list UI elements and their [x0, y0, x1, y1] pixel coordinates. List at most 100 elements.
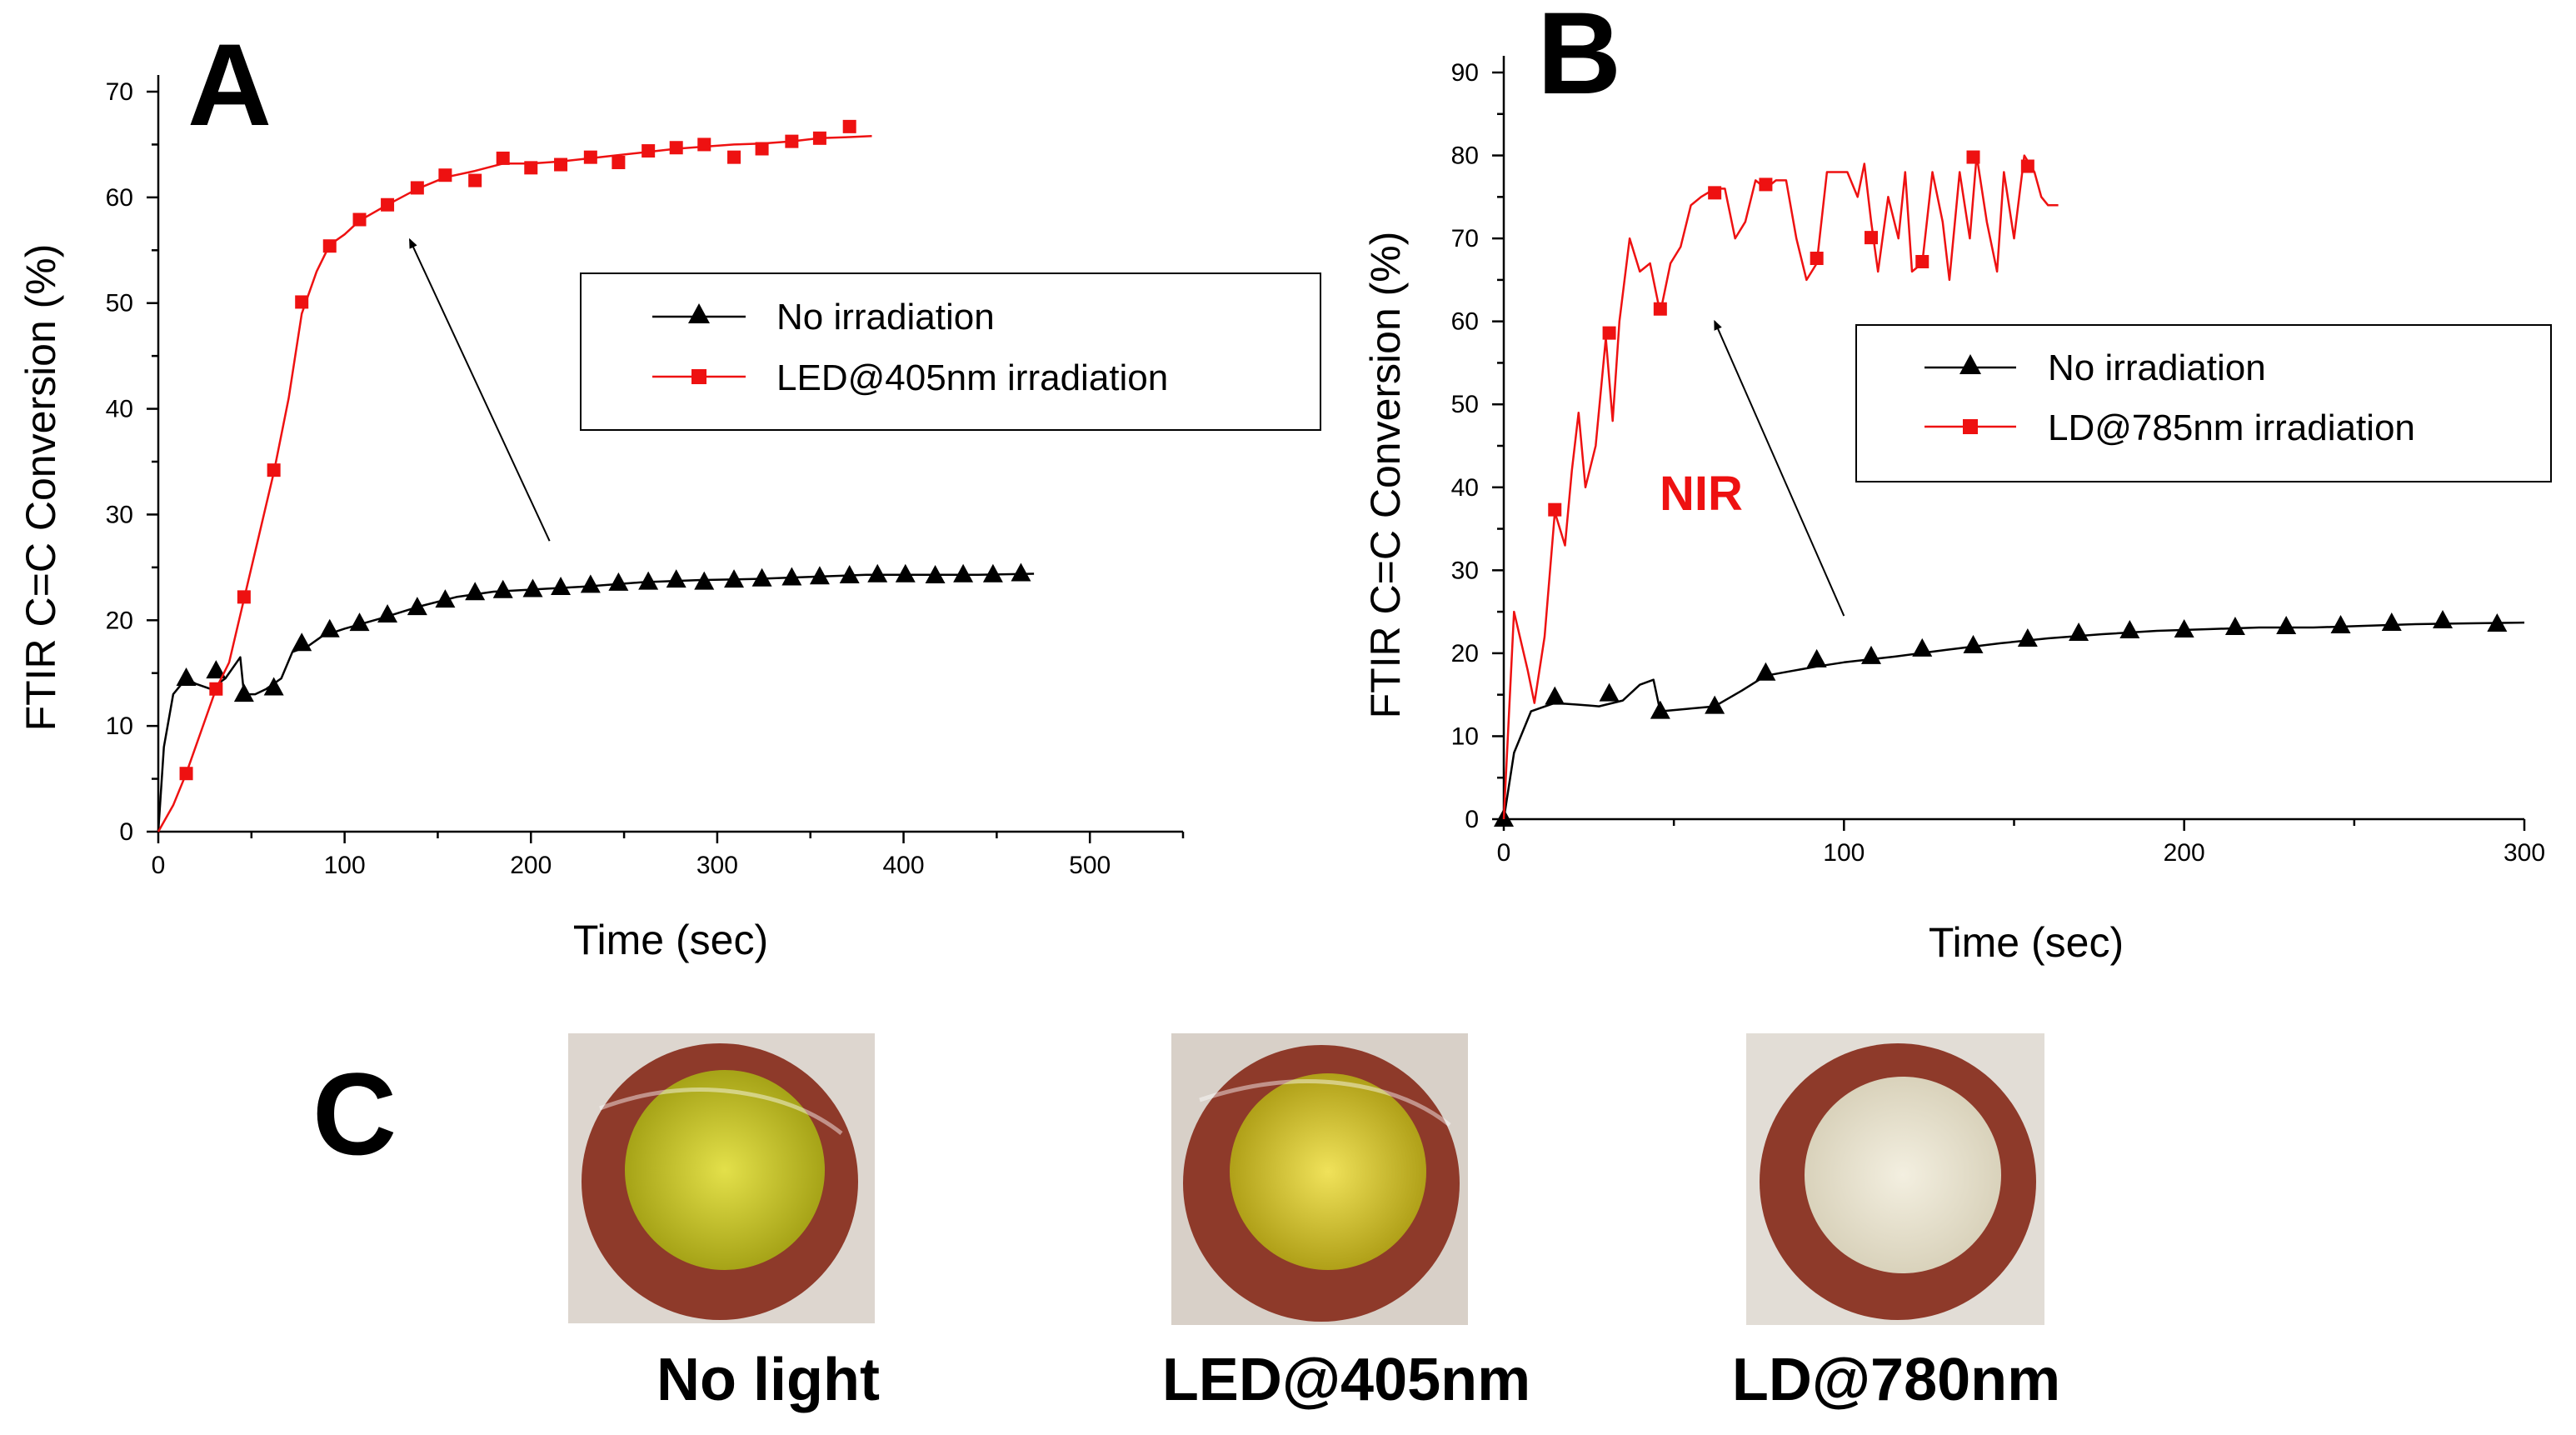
panel-b-series-irradiation-point	[1865, 231, 1878, 245]
panel-b-y-tick-label: 70	[1451, 225, 1479, 252]
panel-a-series-irradiation-point	[727, 150, 741, 164]
panel-a-series-irradiation-point	[697, 138, 711, 152]
panel-a-series-no-irradiation-point	[638, 571, 659, 590]
panel-c: C No light LED@405nm LD@780nm	[312, 1033, 2060, 1413]
panel-b-legend-marker-triangle	[1959, 354, 1981, 374]
panel-a-series-irradiation-point	[755, 142, 769, 156]
panel-b-y-tick-label: 80	[1451, 142, 1479, 170]
panel-a-series-irradiation-point	[842, 119, 856, 133]
panel-a-series-no-irradiation-point	[839, 565, 860, 584]
panel-a-series-no-irradiation-point	[292, 632, 312, 652]
panel-a-series-no-irradiation-point	[176, 668, 197, 687]
panel-b-series-no-irradiation-point	[1755, 662, 1776, 681]
panel-a-series-no-irradiation-point	[809, 566, 830, 585]
panel-b-legend-label-no-irradiation: No irradiation	[2048, 348, 2266, 388]
panel-a-series-irradiation-point	[381, 198, 395, 212]
panel-a-series-no-irradiation-point	[580, 574, 601, 593]
photo-no-light-film-glare	[599, 1088, 843, 1135]
panel-a: A 0 100 200 300 400 500 0 10 20 30 40 50 60 70 Time (…	[17, 19, 1321, 963]
panel-b-series-no-irradiation-point	[2174, 619, 2194, 638]
photo-no-light: No light	[568, 1033, 880, 1413]
panel-a-legend-marker-triangle	[688, 303, 710, 323]
panel-a-series-no-irradiation-point	[751, 568, 772, 587]
panel-a-series-irradiation-point	[209, 682, 223, 696]
panel-b-legend: No irradiation LD@785nm irradiation	[1855, 324, 2552, 482]
panel-a-series-no-irradiation-point	[551, 576, 572, 595]
panel-a-x-tick-label: 400	[883, 852, 925, 879]
panel-b-y-tick-label: 40	[1451, 474, 1479, 502]
panel-b-y-tick-label: 30	[1451, 557, 1479, 584]
panel-a-series-irradiation-point	[612, 155, 626, 169]
panel-a-series-irradiation-point	[468, 173, 482, 188]
panel-b-series-no-irradiation-point	[1806, 648, 1827, 668]
photo-no-light-sample	[625, 1070, 825, 1270]
panel-b-series-irradiation-point	[1759, 178, 1773, 192]
panel-b-series-no-irradiation-point	[2381, 612, 2402, 632]
photo-ld780-caption: LD@780nm	[1732, 1347, 2060, 1413]
panel-a-series-irradiation-point	[352, 212, 367, 227]
panel-a-series-no-irradiation-line	[157, 572, 1035, 832]
panel-b-annotation-arrow	[1714, 319, 1845, 617]
photo-ld780: LD@780nm	[1732, 1033, 2060, 1413]
panel-b-y-tick-label: 90	[1451, 59, 1479, 87]
panel-a-x-tick-label: 300	[696, 852, 738, 879]
panel-b-series-no-irradiation-point	[2330, 615, 2351, 634]
panel-a-series-irradiation-point	[812, 131, 826, 145]
panel-b-y-tick-label: 50	[1451, 391, 1479, 418]
panel-a-series-no-irradiation-point	[867, 563, 888, 582]
panel-a-series-no-irradiation-point	[492, 579, 513, 598]
panel-b-x-tick-label: 0	[1497, 839, 1511, 867]
panel-a-series-no-irradiation-point	[522, 578, 543, 598]
panel-a-y-tick-label: 40	[106, 396, 133, 423]
panel-a-series-no-irradiation-point	[407, 597, 427, 616]
panel-a-legend-label-led405: LED@405nm irradiation	[776, 358, 1168, 398]
photo-ld780-sample	[1805, 1077, 2001, 1273]
panel-b-series-irradiation-line	[1502, 154, 2059, 820]
panel-a-y-axis-title: FTIR C=C Conversion (%)	[17, 244, 64, 732]
panel-a-series-no-irradiation-point	[953, 563, 974, 582]
photo-led405-sample	[1230, 1073, 1426, 1270]
panel-a-legend-box	[580, 272, 1321, 431]
panel-a-series-no-irradiation-point	[435, 589, 456, 608]
panel-a-legend-label-no-irradiation: No irradiation	[776, 297, 995, 338]
panel-b-series-no-irradiation-point	[2017, 628, 2038, 647]
panel-a-series-no-irradiation-point	[925, 565, 946, 584]
panel-a-series-irradiation-point	[295, 295, 309, 309]
panel-a-series-irradiation-point	[179, 767, 193, 781]
panel-b-y-axis-title: FTIR C=C Conversion (%)	[1362, 232, 1409, 719]
panel-b-series-no-irradiation-point	[2069, 622, 2089, 641]
panel-b-series-irradiation-point	[1653, 302, 1667, 316]
panel-b-series-no-irradiation-point	[1650, 700, 1670, 719]
panel-a-annotation-arrow	[409, 238, 551, 542]
panel-a-legend-marker-square	[691, 369, 706, 384]
panel-b-y-tick-label: 60	[1451, 308, 1479, 336]
panel-b-nir-annotation: NIR	[1660, 467, 1743, 521]
panel-b-series-no-irradiation-point	[1599, 682, 1620, 702]
panel-a-series	[157, 119, 1035, 832]
panel-b-series-no-irradiation-point	[1912, 638, 1933, 657]
panel-a-series-irradiation-point	[669, 141, 683, 155]
panel-b-x-tick-label: 300	[2504, 839, 2545, 867]
panel-a-x-tick-label: 200	[510, 852, 552, 879]
panel-b-letter: B	[1537, 0, 1621, 118]
panel-a-series-no-irradiation-point	[608, 572, 629, 591]
panel-b-series-no-irradiation-point	[1861, 645, 1881, 664]
panel-b-series	[1494, 150, 2525, 827]
panel-a-series-no-irradiation-point	[263, 677, 284, 696]
panel-b-series-no-irradiation-point	[1545, 686, 1565, 705]
panel-b-y-tick-label: 20	[1451, 640, 1479, 668]
panel-a-legend: No irradiation LED@405nm irradiation	[580, 272, 1321, 431]
panel-c-letter: C	[312, 1048, 397, 1179]
panel-a-series-irradiation-point	[410, 181, 424, 195]
panel-a-axes: 0 100 200 300 400 500 0 10 20 30 40 50 60 70	[106, 75, 1185, 879]
panel-a-series-no-irradiation-point	[895, 563, 916, 582]
panel-b-series-no-irradiation-point	[2433, 610, 2453, 629]
panel-b-legend-label-ld785: LD@785nm irradiation	[2048, 408, 2415, 448]
panel-a-series-no-irradiation-point	[349, 612, 370, 632]
panel-a-letter: A	[187, 19, 272, 150]
panel-a-y-tick-label: 60	[106, 184, 133, 212]
panel-b-series-irradiation-point	[2020, 159, 2034, 173]
panel-a-y-tick-label: 30	[106, 501, 133, 528]
panel-b-series-irradiation-point	[1810, 252, 1824, 266]
panel-a-series-no-irradiation-point	[1011, 562, 1031, 582]
